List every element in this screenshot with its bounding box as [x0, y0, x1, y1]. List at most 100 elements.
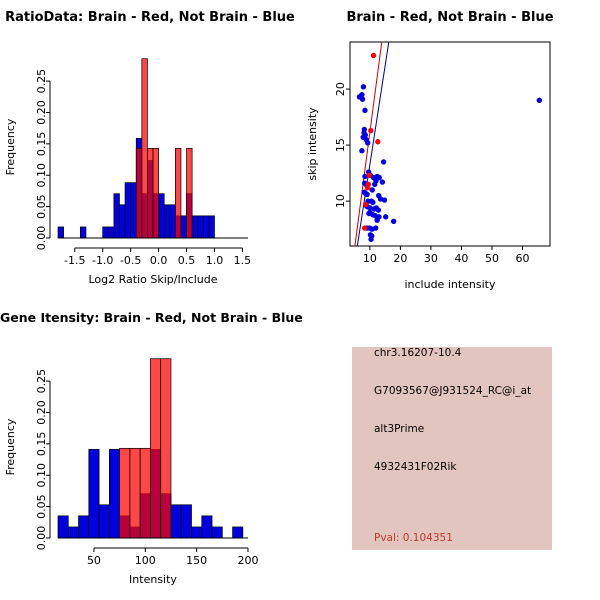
x-tick-label: 60	[516, 252, 530, 265]
svg-gene-content: 0.00 0.05 0.10 0.15 0.20 0.25 50 100 150 200 Inten…	[4, 358, 259, 586]
gene-symbol-text: 4932431F02Rik	[374, 461, 457, 473]
svg-scatter-points-red	[361, 52, 381, 231]
x-tick-label: -1.5	[64, 254, 85, 267]
scatter-point	[383, 214, 389, 220]
scatter-point	[370, 52, 377, 59]
y-tick-label: 0.15	[35, 432, 48, 457]
histogram-bar	[191, 526, 203, 539]
scatter-point	[372, 225, 379, 231]
histogram-bar	[152, 147, 159, 239]
scatter-point	[365, 140, 371, 146]
gene-info-box: G7093567@J931524_RC@i_at alt3Prime 49324…	[352, 347, 552, 550]
x-axis-label: Intensity	[129, 573, 177, 586]
y-tick-label: 0.20	[35, 100, 48, 125]
scatter-point	[364, 191, 370, 198]
histogram-bar	[98, 504, 110, 539]
y-axis-label: Frequency	[4, 118, 17, 175]
scatter-point	[368, 236, 374, 242]
histogram-bar	[150, 358, 162, 539]
scatter-point	[362, 201, 369, 208]
histogram-bar	[139, 447, 151, 539]
svg-gene-y-axis: 0.00 0.05 0.10 0.15 0.20 0.25	[35, 369, 51, 551]
y-tick-label: 0.10	[35, 163, 48, 188]
histogram-bar	[202, 215, 210, 239]
svg-ratio-content: 0.000.050.100.150.200.25-1.5 -1.0 -0.5 0.0 0…	[4, 58, 252, 286]
histogram-bar	[208, 215, 215, 239]
x-tick-label: 0.0	[150, 254, 168, 267]
histogram-bar	[88, 449, 100, 539]
x-tick-label: 50	[87, 554, 101, 567]
scatter-point	[359, 148, 365, 154]
svg-ratio-x-axis: -1.5 -1.0 -0.5 0.0 0.5 1.0 1.5	[64, 247, 252, 267]
histogram-bar	[113, 193, 120, 239]
scatter-point	[360, 84, 367, 90]
y-tick-label: 0.05	[35, 194, 48, 219]
y-tick-label: 0.10	[35, 463, 48, 488]
histogram-bar	[79, 226, 87, 239]
x-tick-label: 200	[238, 554, 259, 567]
gene-info-panel: G7093567@J931524_RC@i_at alt3Prime 49324…	[300, 300, 600, 600]
ratio-histogram-panel: RatioData: Brain - Red, Not Brain - Blue…	[0, 0, 300, 300]
histogram-bar	[169, 204, 176, 239]
histogram-bar	[197, 215, 204, 239]
x-tick-label: 20	[393, 252, 407, 265]
scatter-point	[381, 197, 388, 203]
x-tick-label: 1.5	[234, 254, 252, 267]
x-tick-label: 50	[485, 252, 499, 265]
scatter-point	[376, 174, 383, 181]
histogram-bar	[201, 515, 213, 539]
regression-line	[356, 42, 390, 246]
x-tick-label: 10	[363, 252, 377, 265]
scatter-point	[362, 173, 368, 180]
histogram-bar	[57, 226, 64, 239]
svg-ratio-y-axis: 0.00 0.05 0.10 0.15 0.20 0.25	[35, 69, 51, 251]
intensity-scatter-panel: Brain - Red, Not Brain - Blue 10 15 20 10 20…	[300, 0, 600, 300]
y-tick-label: 0.20	[35, 400, 48, 425]
histogram-bar	[107, 226, 115, 239]
y-tick-label: 0.25	[35, 69, 48, 94]
x-axis-label: include intensity	[404, 278, 496, 291]
histogram-bar	[175, 147, 182, 239]
histogram-bar	[135, 147, 143, 239]
y-tick-label: 0.00	[35, 526, 48, 551]
histogram-bar	[158, 193, 165, 239]
x-tick-label: 100	[135, 554, 156, 567]
histogram-bar	[147, 147, 154, 239]
ratio-histogram-title: RatioData: Brain - Red, Not Brain - Blue	[5, 10, 295, 25]
svg-scatter-points-blue	[356, 84, 543, 242]
ratio-histogram-plot: 0.00 0.05 0.10 0.15 0.20 0.25 -1.5 -1.0 -0.5 0.0 0…	[0, 0, 300, 300]
histogram-bar	[180, 215, 187, 239]
x-tick-label: 40	[454, 252, 468, 265]
x-tick-label: 150	[186, 554, 207, 567]
histogram-bar	[57, 515, 69, 539]
histogram-bar	[119, 447, 131, 539]
svg-scatter-content: 10 15 20 10 20 30 40 50 60 include intensity skip …	[306, 41, 551, 291]
svg-gene-x-axis: 50 100 150 200	[87, 547, 259, 567]
y-tick-label: 0.25	[35, 369, 48, 394]
gene-intensity-plot: 0.00 0.05 0.10 0.15 0.20 0.25 50 100 150 200 Inten…	[0, 300, 300, 600]
svg-gene-bars-red	[119, 358, 172, 539]
x-tick-label: 1.0	[206, 254, 224, 267]
scatter-point	[365, 185, 371, 191]
event-type-text: alt3Prime	[374, 423, 425, 435]
scatter-point	[361, 225, 368, 231]
y-axis-label: Frequency	[4, 418, 17, 475]
scatter-point	[375, 207, 382, 213]
y-tick-label: 10	[334, 194, 347, 208]
scatter-point	[536, 97, 543, 103]
y-tick-label: 0.00	[35, 226, 48, 251]
plot-frame	[349, 41, 551, 247]
histogram-bar	[170, 504, 182, 539]
histogram-bar	[67, 526, 79, 539]
scatter-point	[359, 96, 366, 102]
y-tick-label: 15	[334, 138, 347, 152]
y-tick-label: 0.15	[35, 132, 48, 157]
histogram-bar	[186, 147, 193, 239]
pval-text: Pval: 0.104351	[374, 532, 453, 544]
y-tick-label: 0.05	[35, 494, 48, 519]
histogram-bar	[163, 204, 171, 239]
svg-scatter-inner	[354, 42, 543, 246]
gene-intensity-title: Gene Itensity: Brain - Red, Not Brain - …	[0, 310, 303, 325]
y-tick-label: 20	[334, 82, 347, 96]
